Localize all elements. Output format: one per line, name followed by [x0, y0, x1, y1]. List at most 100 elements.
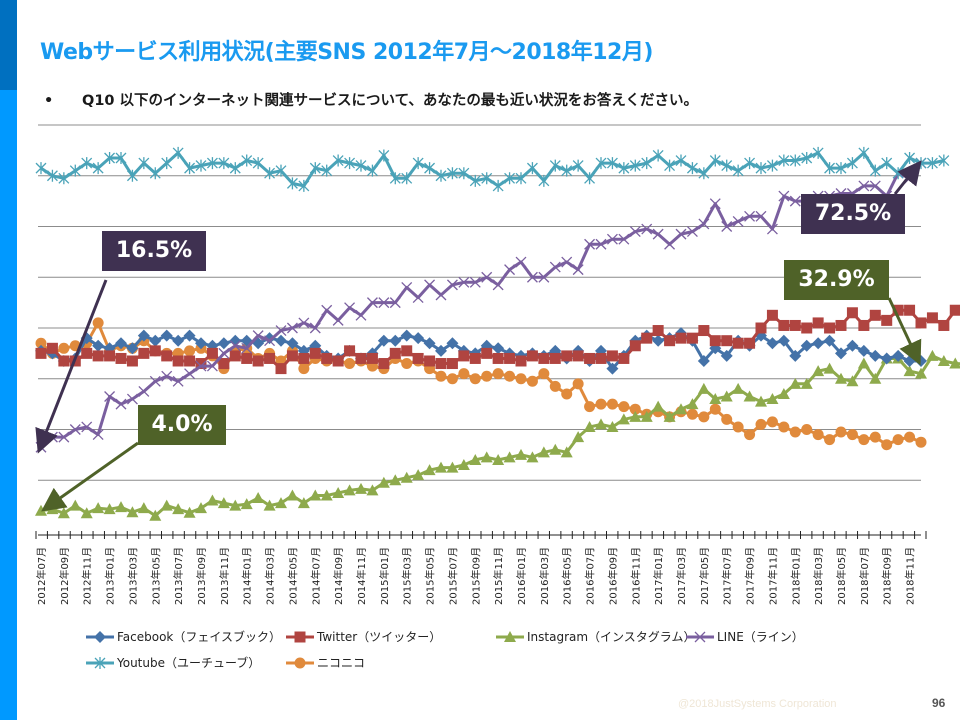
series-3-point — [778, 190, 790, 202]
series-3-point — [104, 391, 116, 402]
series-3-point — [355, 309, 367, 321]
callout-line-end: 72.5% — [801, 194, 905, 234]
x-tick-label: 2014年11月 — [355, 547, 368, 605]
series-5-point — [789, 426, 801, 438]
series-3-point — [172, 375, 184, 387]
x-tick-label: 2016年01月 — [515, 547, 528, 605]
series-3-point — [161, 370, 173, 382]
series-1-point — [549, 352, 561, 364]
series-2-point — [92, 502, 105, 514]
series-2-point — [629, 410, 642, 422]
x-tick-label: 2013年09月 — [195, 547, 208, 605]
series-2-point — [263, 499, 276, 511]
series-4-point — [835, 162, 847, 175]
series-1-point — [938, 319, 950, 331]
series-3-point — [206, 360, 218, 372]
series-3-point — [149, 375, 161, 387]
series-1-point — [789, 319, 801, 331]
series-2-point — [332, 486, 345, 498]
series-2-point — [503, 451, 516, 463]
series-2-point — [309, 489, 322, 501]
legend-label: Instagram（インスタグラム） — [527, 630, 696, 644]
series-2-point — [446, 461, 459, 473]
series-4-point — [824, 162, 836, 175]
series-4-point — [355, 159, 367, 172]
series-5-point — [721, 413, 733, 425]
series-3-point — [629, 226, 641, 238]
series-1-point — [652, 325, 664, 337]
series-5-point — [35, 337, 47, 349]
series-3-point — [515, 256, 527, 268]
series-1-point — [572, 350, 584, 362]
series-2-point — [777, 387, 790, 399]
series-0-point — [435, 344, 447, 357]
series-3-point — [698, 218, 710, 230]
series-4-point — [149, 167, 161, 180]
x-tick-label: 2017年09月 — [744, 547, 757, 605]
series-5-point — [298, 363, 310, 375]
series-3-point — [389, 297, 401, 309]
series-2-point — [926, 349, 939, 361]
series-2-point — [652, 400, 665, 412]
series-4-point — [298, 179, 310, 192]
x-tick-label: 2013年05月 — [149, 547, 162, 605]
series-0-point — [183, 329, 196, 342]
series-1-point — [881, 314, 893, 326]
x-tick-label: 2013年03月 — [126, 547, 139, 605]
series-1-point — [504, 352, 516, 364]
series-5-point — [606, 398, 618, 410]
series-5-point — [801, 424, 813, 435]
series-5-point — [778, 421, 790, 433]
series-1-point — [732, 337, 744, 349]
series-5-point — [435, 370, 447, 382]
series-4-point — [389, 172, 401, 185]
series-5-point — [824, 434, 836, 446]
series-3-point — [584, 238, 596, 250]
series-1-point — [161, 350, 173, 362]
series-3-point — [538, 271, 550, 283]
sidebar-accent-bottom — [0, 90, 17, 720]
legend-marker — [294, 657, 306, 668]
series-2-point — [492, 453, 505, 465]
series-3-point — [664, 238, 676, 250]
series-4-point — [206, 157, 218, 170]
x-tick-label: 2018年01月 — [789, 547, 802, 605]
legend-label: ニコニコ — [317, 656, 366, 670]
series-5-point — [526, 375, 538, 387]
series-1-point — [915, 317, 927, 329]
legend-marker — [94, 630, 106, 643]
series-3-point — [252, 330, 264, 342]
x-tick-label: 2016年09月 — [606, 547, 619, 605]
series-1-point — [286, 350, 298, 362]
series-4-point — [401, 172, 413, 185]
series-2-point — [35, 504, 47, 516]
series-2-point — [755, 395, 767, 407]
series-4-point — [195, 159, 207, 172]
callout-instagram-end: 32.9% — [784, 260, 889, 300]
series-4-point — [515, 172, 527, 185]
series-1-point — [606, 350, 618, 362]
series-3-point — [618, 233, 630, 245]
arrow-instagram-start — [41, 441, 139, 512]
series-2-point — [252, 492, 265, 504]
series-1-point — [812, 317, 824, 329]
series-4-point — [755, 162, 767, 175]
series-1-point — [275, 363, 287, 375]
series-4-point — [309, 162, 321, 175]
series-3-point — [229, 340, 241, 352]
series-4-point — [652, 149, 664, 162]
series-3-point — [275, 325, 287, 336]
callout-instagram-start: 4.0% — [138, 405, 226, 445]
series-2-point — [640, 410, 653, 422]
series-1-point — [206, 347, 218, 359]
series-1-point — [664, 335, 676, 347]
series-3-point — [481, 271, 493, 283]
series-0-point — [869, 349, 882, 362]
series-3-point — [378, 297, 390, 309]
series-4-point — [58, 172, 70, 185]
series-4-point — [218, 157, 230, 170]
x-tick-label: 2014年07月 — [309, 547, 322, 605]
series-5-point — [58, 342, 70, 354]
series-0-point — [286, 337, 299, 350]
x-tick-label: 2015年05月 — [424, 547, 437, 605]
